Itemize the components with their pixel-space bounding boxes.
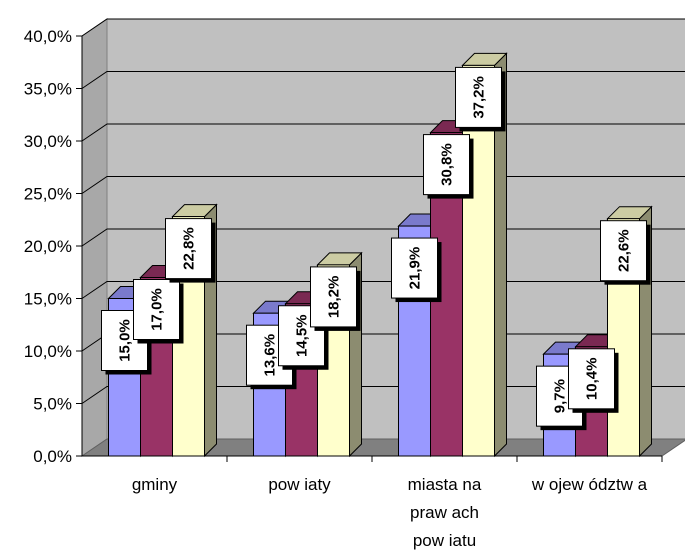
data-label-box [391, 237, 438, 299]
data-label: 13,6% [262, 334, 279, 377]
data-label-box [455, 66, 502, 128]
data-label: 17,0% [149, 288, 166, 331]
data-label-box [600, 220, 647, 282]
data-label: 14,5% [294, 314, 311, 357]
y-tick-label: 35,0% [24, 80, 72, 99]
category-label: gminy [132, 475, 178, 494]
category-label: pow iatu [413, 531, 476, 550]
data-label-box [568, 348, 615, 410]
category-label: w ojew ództw a [531, 475, 648, 494]
y-tick-label: 25,0% [24, 185, 72, 204]
data-label-box [133, 279, 180, 340]
data-label-box [278, 305, 325, 367]
category-label: miasta na [408, 475, 482, 494]
data-label-box [165, 218, 212, 280]
y-tick-label: 15,0% [24, 290, 72, 309]
category-label: praw ach [410, 503, 479, 522]
data-label-box [423, 134, 470, 196]
y-tick-label: 30,0% [24, 132, 72, 151]
data-label: 30,8% [439, 143, 456, 186]
y-tick-label: 5,0% [33, 395, 72, 414]
data-label: 15,0% [117, 319, 134, 362]
data-label: 9,7% [552, 379, 569, 413]
gridline [81, 18, 685, 37]
data-label: 21,9% [407, 247, 424, 290]
data-label: 18,2% [326, 276, 343, 319]
category-label: pow iaty [268, 475, 331, 494]
data-label-box [310, 266, 357, 328]
y-tick-label: 40,0% [24, 27, 72, 46]
data-label: 22,6% [616, 229, 633, 272]
y-tick-label: 10,0% [24, 342, 72, 361]
data-label: 10,4% [584, 358, 601, 401]
y-tick-label: 0,0% [33, 447, 72, 466]
data-label: 22,8% [181, 227, 198, 270]
data-label: 37,2% [471, 76, 488, 119]
y-tick-label: 20,0% [24, 237, 72, 256]
